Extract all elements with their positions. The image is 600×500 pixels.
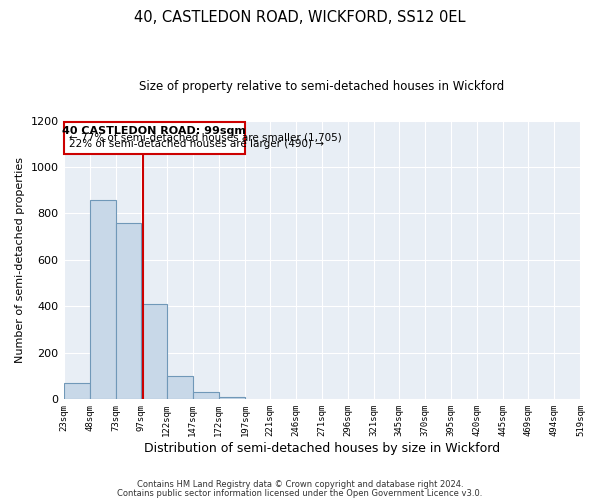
Bar (167, 376, 193, 400)
Bar (116, 223, 140, 400)
Bar (64, 383, 89, 400)
Text: 40 CASTLEDON ROAD: 99sqm: 40 CASTLEDON ROAD: 99sqm (62, 126, 246, 136)
Title: Size of property relative to semi-detached houses in Wickford: Size of property relative to semi-detach… (139, 80, 505, 93)
Text: 22% of semi-detached houses are larger (490) →: 22% of semi-detached houses are larger (… (69, 138, 324, 148)
Bar (89, 200, 116, 400)
Bar (219, 397, 245, 400)
X-axis label: Distribution of semi-detached houses by size in Wickford: Distribution of semi-detached houses by … (144, 442, 500, 455)
Text: 40, CASTLEDON ROAD, WICKFORD, SS12 0EL: 40, CASTLEDON ROAD, WICKFORD, SS12 0EL (134, 10, 466, 25)
Bar (64, 122, 245, 154)
Text: Contains HM Land Registry data © Crown copyright and database right 2024.: Contains HM Land Registry data © Crown c… (137, 480, 463, 489)
Bar (140, 304, 167, 400)
Text: Contains public sector information licensed under the Open Government Licence v3: Contains public sector information licen… (118, 488, 482, 498)
Text: ← 77% of semi-detached houses are smaller (1,705): ← 77% of semi-detached houses are smalle… (69, 133, 341, 143)
Bar (193, 392, 219, 400)
Y-axis label: Number of semi-detached properties: Number of semi-detached properties (15, 157, 25, 363)
